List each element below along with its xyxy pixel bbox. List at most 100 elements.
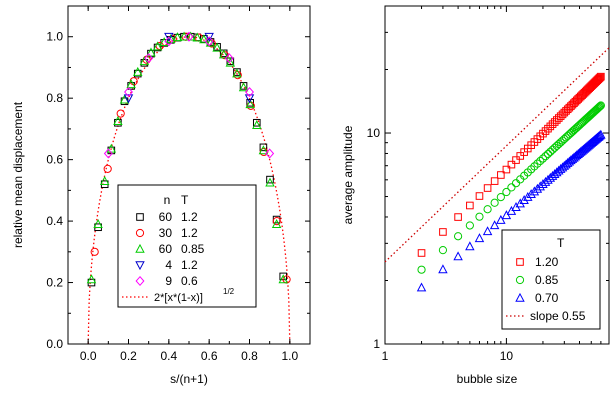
- legend-T-label: 1.2: [181, 226, 198, 240]
- left-legend-header-T: T: [181, 193, 189, 207]
- data-point-triangle-up: [474, 233, 485, 243]
- data-point-circle: [272, 216, 281, 226]
- data-point-circle: [595, 102, 605, 111]
- data-point-square: [497, 171, 505, 179]
- data-point-triangle-up: [245, 99, 255, 109]
- data-point-circle: [502, 187, 511, 197]
- left-legend: n T 60 1.2 30 1.2 60 0.85: [117, 184, 257, 308]
- left-x-tick-label: 0.8: [241, 349, 258, 363]
- legend-n-label: 4: [165, 258, 172, 272]
- data-point-square: [595, 74, 603, 83]
- left-y-tick-label: 0.6: [46, 153, 63, 167]
- legend-n-label: 30: [159, 226, 173, 240]
- data-point-triangle-down: [164, 32, 174, 42]
- left-markers: [86, 31, 291, 287]
- data-point-circle: [417, 265, 426, 274]
- left-legend-row: 9 0.6: [135, 274, 198, 288]
- legend-n-label: 60: [159, 210, 173, 224]
- data-point-square: [572, 96, 581, 105]
- data-point-triangle-up: [519, 195, 529, 205]
- right-xticks: 1 10: [382, 6, 610, 363]
- data-point-circle: [538, 154, 548, 163]
- data-point-diamond: [204, 36, 214, 47]
- legend-swatch-triangle-down: [135, 261, 145, 271]
- data-point-circle: [533, 159, 542, 168]
- data-point-triangle-up: [526, 189, 536, 199]
- right-legend-row: 0.85: [515, 273, 559, 287]
- data-point-circle: [566, 128, 576, 138]
- data-point-triangle-up: [559, 160, 570, 170]
- legend-T-label: 1.20: [535, 255, 559, 269]
- data-point-square: [574, 95, 582, 103]
- left-yticks: 0.0 0.2 0.4 0.6 0.8 1.0: [46, 5, 310, 351]
- data-point-triangle-down: [244, 94, 255, 104]
- data-point-triangle-up: [258, 145, 269, 155]
- legend-n-label: 9: [165, 274, 172, 288]
- right-markers: [416, 72, 606, 292]
- right-legend-title: T: [557, 236, 565, 250]
- right-y-axis-title: average amplitude: [341, 125, 355, 224]
- data-point-circle: [483, 205, 492, 214]
- data-point-circle: [594, 103, 604, 112]
- data-point-triangle-up: [152, 41, 163, 51]
- data-point-triangle-up: [113, 116, 123, 126]
- left-legend-row: 60 0.85: [135, 242, 205, 256]
- legend-swatch-diamond: [135, 275, 145, 287]
- left-legend-rows: 60 1.2 30 1.2 60 0.85 4 1.2: [135, 210, 205, 288]
- data-point-triangle-up: [218, 49, 229, 59]
- right-legend: T 1.20 0.85 0.70 slope 0.55: [501, 229, 601, 330]
- legend-marker-circle: [515, 275, 525, 285]
- data-point-square: [550, 118, 559, 126]
- data-point-triangle-up: [496, 214, 506, 224]
- data-point-triangle-up: [529, 186, 540, 196]
- data-point-circle: [546, 147, 555, 156]
- data-point-diamond: [245, 86, 254, 98]
- right-legend-row: 0.70: [515, 291, 559, 305]
- data-point-triangle-up: [535, 181, 545, 191]
- data-point-triangle-up: [192, 32, 202, 42]
- data-point-triangle-up: [416, 282, 427, 292]
- data-point-circle: [453, 232, 463, 241]
- data-point-triangle-up: [278, 274, 288, 284]
- data-point-square: [552, 116, 561, 124]
- data-point-square: [439, 228, 447, 236]
- data-point-square: [597, 72, 605, 81]
- left-chart: 0.0 0.2 0.4 0.6 0.8 1.0 0.0 0.2 0.4 0.6 0.8 1.0 s/…: [11, 5, 311, 386]
- data-point-square: [259, 143, 268, 152]
- data-point-triangle-up: [212, 42, 222, 52]
- left-legend-row: 4 1.2: [135, 258, 198, 272]
- data-point-triangle-down: [123, 94, 134, 104]
- legend-refline-label: slope 0.55: [530, 309, 586, 323]
- data-point-triangle-up: [238, 82, 249, 92]
- data-point-circle: [541, 152, 550, 161]
- legend-curve-label: 2*[x*(1-x)]: [154, 292, 203, 304]
- data-point-circle: [103, 164, 112, 173]
- legend-marker-square: [136, 213, 144, 221]
- right-legend-box: [501, 229, 601, 330]
- legend-marker-triangle-up: [135, 243, 145, 253]
- legend-swatch-square: [136, 213, 144, 221]
- left-x-tick-label: 0.2: [120, 349, 137, 363]
- data-point-diamond: [144, 53, 154, 64]
- data-point-diamond: [224, 53, 234, 64]
- right-x-tick-label: 10: [500, 349, 514, 363]
- data-point-triangle-up: [489, 220, 500, 230]
- data-point-triangle-down: [204, 32, 214, 42]
- data-point-square: [475, 192, 484, 200]
- data-point-square: [536, 132, 545, 141]
- data-point-square: [596, 73, 604, 82]
- data-point-diamond: [184, 31, 194, 42]
- data-point-triangle-up: [438, 264, 448, 274]
- data-point-diamond: [124, 86, 133, 98]
- data-point-diamond: [265, 148, 275, 159]
- data-point-triangle-up: [99, 175, 110, 185]
- data-point-circle: [116, 109, 125, 118]
- left-y-tick-label: 0.0: [46, 337, 63, 351]
- data-point-circle: [536, 156, 545, 166]
- right-x-tick-label: 1: [382, 349, 389, 363]
- data-point-triangle-up: [482, 226, 493, 236]
- left-y-axis-title: relative mean displacement: [11, 101, 25, 248]
- data-point-triangle-up: [172, 32, 183, 42]
- data-point-circle: [465, 221, 474, 230]
- data-point-circle: [496, 192, 505, 202]
